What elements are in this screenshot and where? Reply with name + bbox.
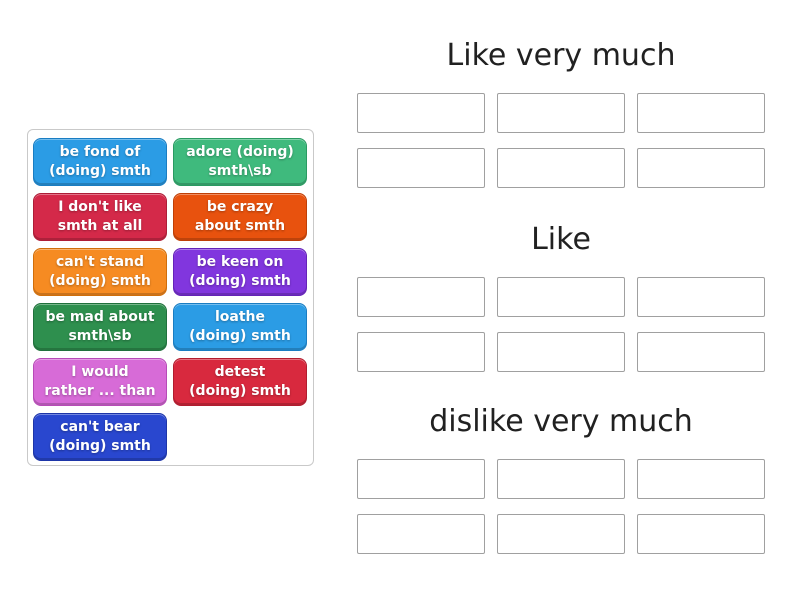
group-like-very-much: Like very much [357,38,765,188]
group-title: Like very much [446,38,676,73]
word-chip[interactable]: I would rather ... than [33,358,167,406]
group-like: Like [357,222,765,372]
drop-slot[interactable] [497,514,625,554]
chip-label-line: (doing) smth [49,163,151,179]
word-chip[interactable]: be crazy about smth [173,193,307,241]
chip-label-line: (doing) smth [189,273,291,289]
chip-label-line: be fond of [59,144,141,160]
drop-slot[interactable] [637,148,765,188]
chip-label-line: (doing) smth [189,383,291,399]
drop-slot[interactable] [357,277,485,317]
drop-slot[interactable] [497,148,625,188]
drop-slot[interactable] [637,332,765,372]
chip-label-line: loathe [214,309,266,325]
group-title: Like [531,222,591,257]
word-chip[interactable]: be keen on (doing) smth [173,248,307,296]
chip-label-line: I don't like [58,199,142,215]
chip-label-line: be mad about [45,309,155,325]
group-title: dislike very much [429,404,693,439]
drop-slot[interactable] [497,459,625,499]
drop-slot[interactable] [497,277,625,317]
chip-label-line: be keen on [196,254,284,270]
drop-slot-grid [357,459,765,554]
drop-slot[interactable] [357,332,485,372]
word-chip[interactable]: loathe (doing) smth [173,303,307,351]
chip-label-line: smth\sb [68,328,132,344]
drop-slot[interactable] [357,93,485,133]
chip-label-line: smth at all [57,218,143,234]
chip-label-line: (doing) smth [49,273,151,289]
drop-slot-grid [357,93,765,188]
chip-label-line: I would [71,364,129,380]
word-chip[interactable]: detest (doing) smth [173,358,307,406]
word-chip[interactable]: adore (doing) smth\sb [173,138,307,186]
drop-slot[interactable] [497,332,625,372]
drop-slot-grid [357,277,765,372]
drop-slot[interactable] [637,93,765,133]
drop-slot[interactable] [497,93,625,133]
chip-label-line: (doing) smth [49,438,151,454]
word-chip[interactable]: be fond of (doing) smth [33,138,167,186]
chip-label-line: detest [214,364,266,380]
chip-label-line: rather ... than [44,383,156,399]
chip-label-line: adore (doing) [186,144,294,160]
drop-slot[interactable] [637,459,765,499]
chip-label-line: (doing) smth [189,328,291,344]
drop-slot[interactable] [357,459,485,499]
word-chip[interactable]: can't stand (doing) smth [33,248,167,296]
drop-slot[interactable] [357,148,485,188]
word-chip[interactable]: I don't like smth at all [33,193,167,241]
drop-slot[interactable] [357,514,485,554]
chip-label-line: smth\sb [208,163,272,179]
chip-label-line: can't bear [60,419,140,435]
chip-label-line: be crazy [206,199,274,215]
drop-slot[interactable] [637,514,765,554]
chip-label-line: about smth [194,218,286,234]
drop-slot[interactable] [637,277,765,317]
word-chip[interactable]: can't bear (doing) smth [33,413,167,461]
word-chip[interactable]: be mad about smth\sb [33,303,167,351]
word-chip-panel: be fond of (doing) smth adore (doing) smth\… [27,129,314,466]
chip-label-line: can't stand [55,254,145,270]
group-dislike-very-much: dislike very much [357,404,765,554]
